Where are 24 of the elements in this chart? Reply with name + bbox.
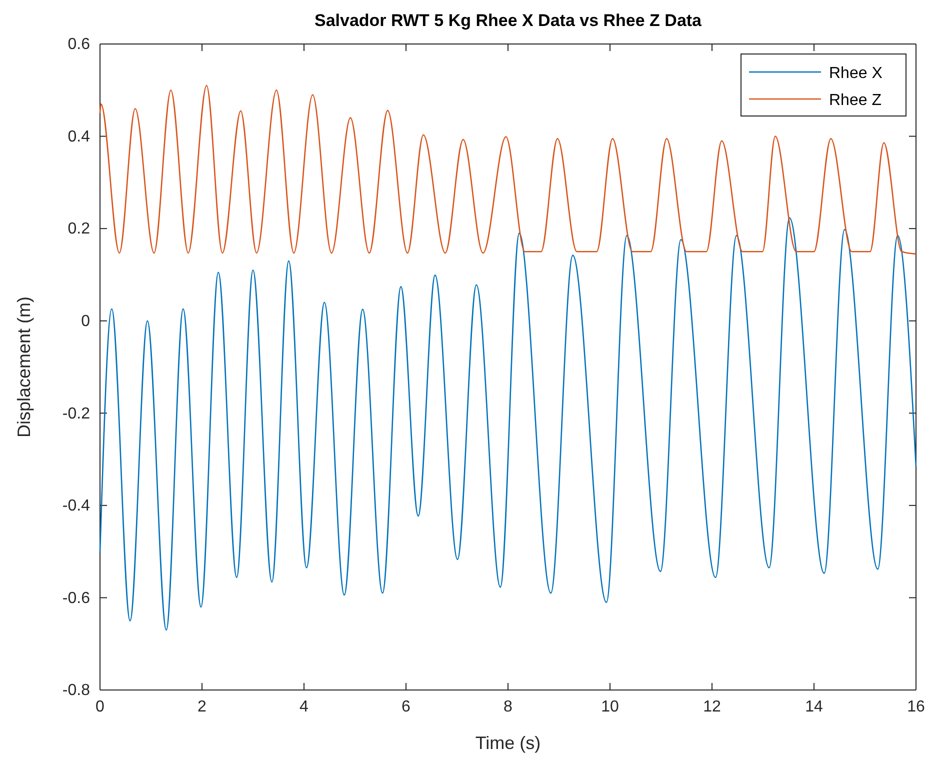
legend-label: Rhee Z — [829, 92, 882, 109]
x-tick-label: 8 — [504, 698, 513, 716]
y-axis-title: Displacement (m) — [14, 296, 34, 438]
y-tick-label: 0.6 — [68, 36, 90, 54]
x-tick-label: 14 — [805, 698, 823, 716]
x-axis-title: Time (s) — [475, 733, 541, 753]
y-tick-label: 0 — [81, 312, 90, 330]
x-tick-label: 2 — [198, 698, 207, 716]
line-series — [99, 217, 917, 631]
x-tick-label: 12 — [703, 698, 721, 716]
y-tick-label: -0.4 — [62, 498, 90, 515]
x-tick-label: 6 — [402, 698, 411, 716]
y-tick-label: -0.2 — [62, 405, 90, 422]
y-tick-label: 0.2 — [68, 220, 90, 238]
chart-title: Salvador RWT 5 Kg Rhee X Data vs Rhee Z Data — [314, 11, 702, 30]
x-tick-label: 16 — [907, 698, 925, 716]
x-tick-label: 4 — [300, 698, 309, 716]
y-tick-label: -0.8 — [62, 682, 90, 700]
x-tick-label: 0 — [96, 698, 105, 716]
y-tick-label: -0.6 — [62, 590, 90, 607]
line-series — [99, 84, 917, 255]
x-tick-label: 10 — [601, 698, 619, 716]
legend-label: Rhee X — [829, 65, 883, 82]
y-tick-label: 0.4 — [68, 128, 90, 146]
